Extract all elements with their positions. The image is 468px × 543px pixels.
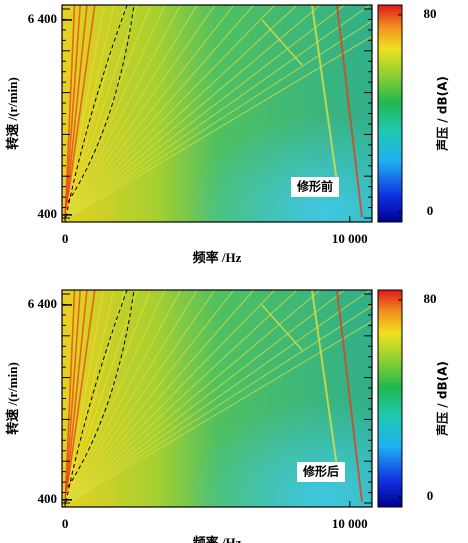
order-line <box>64 289 321 506</box>
annotation-box <box>291 177 339 197</box>
order-line <box>64 4 81 221</box>
resonance-line <box>261 19 303 66</box>
order-line <box>64 4 166 221</box>
order-line <box>64 4 298 221</box>
colorbar-tick-label: 80 <box>424 291 437 306</box>
order-line <box>64 4 276 221</box>
colorbar-tick-label: 80 <box>424 6 437 21</box>
order-line <box>64 289 181 506</box>
order-line <box>64 4 198 221</box>
order-line <box>64 289 166 506</box>
order-line <box>64 289 115 506</box>
order-line <box>64 289 76 506</box>
annotation: 修形后 <box>302 464 339 479</box>
colorbar <box>377 4 403 223</box>
x-tick-label: 0 <box>62 516 69 531</box>
order-line <box>64 289 126 506</box>
annotation: 修形前 <box>296 179 333 194</box>
guide-dashed <box>67 289 135 488</box>
order-line <box>64 4 126 221</box>
order-line <box>64 305 373 506</box>
colorbar-label: 声压 / dB(A) <box>435 76 450 152</box>
order-line <box>64 4 115 221</box>
order-line <box>64 289 105 506</box>
order-line <box>64 4 96 221</box>
y-tick-label: 6 400 <box>28 296 57 311</box>
x-tick-label: 10 000 <box>332 231 368 246</box>
order-line <box>64 289 81 506</box>
order-line <box>64 289 152 506</box>
order-line <box>64 289 138 506</box>
resonance-line <box>261 304 303 351</box>
order-line <box>64 4 235 221</box>
y-tick-label: 400 <box>38 491 58 506</box>
order-line <box>64 4 152 221</box>
order-line <box>64 20 373 221</box>
order-line <box>64 4 321 221</box>
guide-dashed <box>65 4 128 218</box>
order-line <box>64 289 216 506</box>
resonance-line <box>336 4 363 218</box>
order-line <box>64 4 216 221</box>
x-axis-label: 频率 /Hz <box>193 250 242 265</box>
y-tick-label: 6 400 <box>28 11 57 26</box>
order-line <box>64 289 235 506</box>
x-axis-label: 频率 /Hz <box>193 535 242 543</box>
order-line <box>64 289 276 506</box>
order-line <box>64 289 198 506</box>
order-line <box>64 289 255 506</box>
order-line <box>64 289 345 506</box>
guide-dashed <box>67 4 135 203</box>
order-line <box>64 289 88 506</box>
resonance-line <box>311 4 338 183</box>
order-line <box>64 289 371 506</box>
order-line <box>64 4 371 221</box>
order-line <box>64 4 138 221</box>
colorbar-label: 声压 / dB(A) <box>435 361 450 437</box>
x-tick-label: 10 000 <box>332 516 368 531</box>
y-axis-label: 转速 /(r/min) <box>5 362 20 435</box>
annotation-box <box>297 462 345 482</box>
order-line <box>64 4 181 221</box>
order-line <box>64 4 345 221</box>
spectrogram <box>62 4 373 222</box>
colorbar-tick-label: 0 <box>427 203 434 218</box>
order-line <box>64 289 298 506</box>
order-line <box>64 4 88 221</box>
y-axis-label: 转速 /(r/min) <box>5 77 20 150</box>
order-line <box>64 4 255 221</box>
y-tick-label: 400 <box>38 206 58 221</box>
x-tick-label: 0 <box>62 231 69 246</box>
colorbar-tick-label: 0 <box>427 488 434 503</box>
order-line <box>64 4 76 221</box>
guide-dashed <box>65 289 128 503</box>
order-line <box>64 289 96 506</box>
resonance-line <box>336 289 363 503</box>
colorbar <box>377 289 403 508</box>
order-line <box>64 4 105 221</box>
resonance-line <box>311 289 338 468</box>
